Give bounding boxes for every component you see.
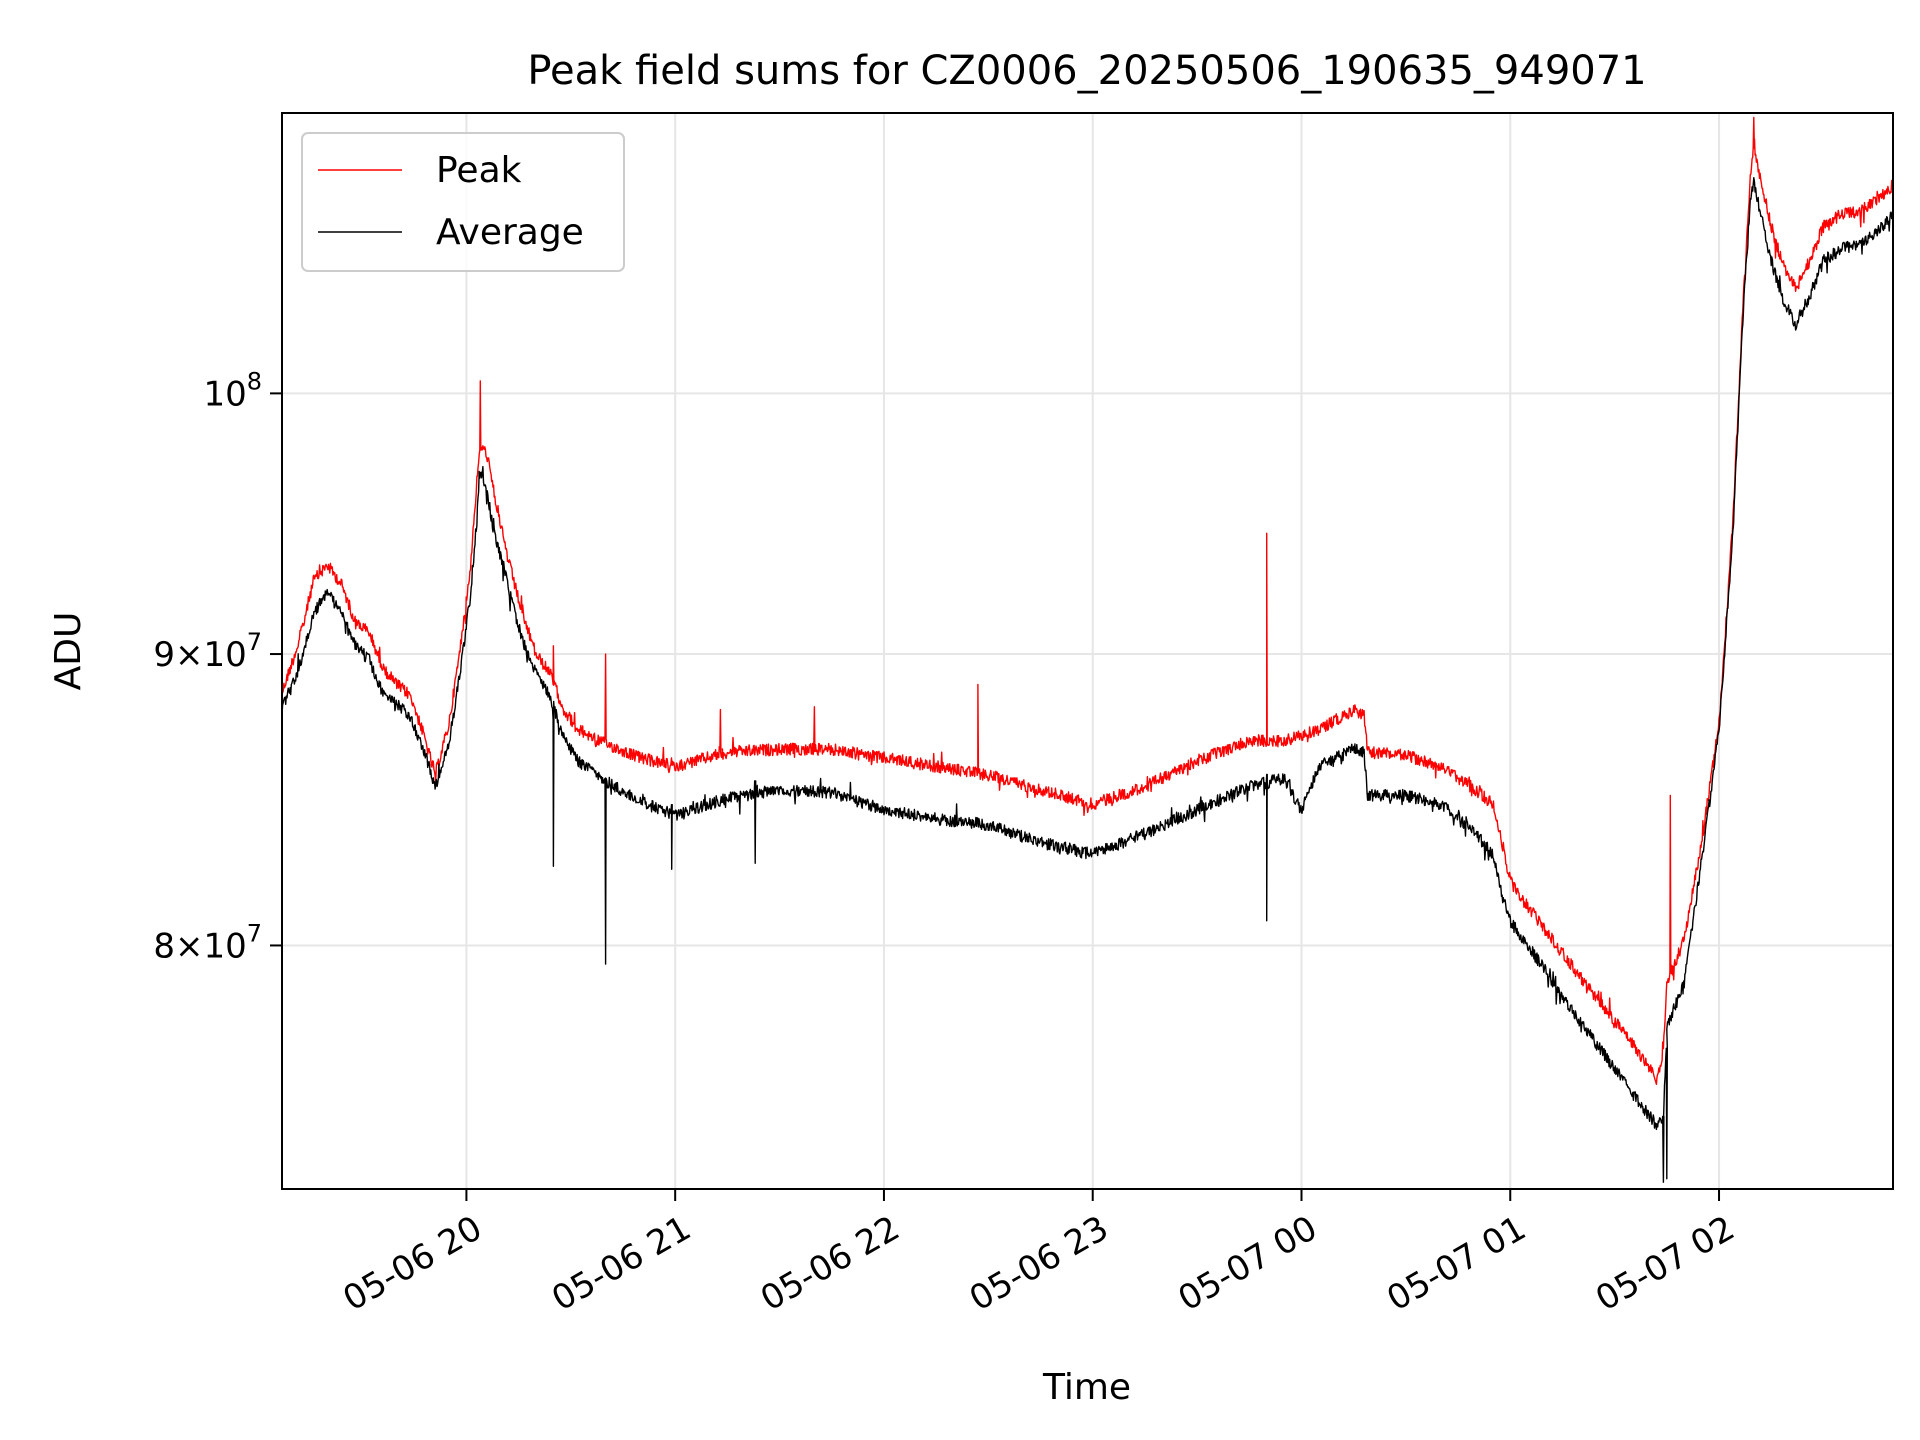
x-tick-label: 05-06 20 <box>337 1208 489 1319</box>
series-layer <box>282 116 1893 1183</box>
legend-label-peak: Peak <box>436 150 522 191</box>
x-axis: 05-06 20 05-06 21 05-06 22 05-06 23 05-07 00… <box>337 1189 1742 1319</box>
grid <box>282 113 1893 1189</box>
x-tick-label: 05-06 21 <box>545 1208 697 1319</box>
x-tick-label: 05-07 00 <box>1172 1208 1324 1319</box>
legend: Peak Average <box>301 132 625 272</box>
x-tick-label: 05-07 02 <box>1589 1208 1741 1319</box>
legend-label-average: Average <box>436 212 584 253</box>
y-axis: 8×107 9×107 108 <box>153 367 282 966</box>
x-tick-label: 05-06 23 <box>963 1208 1115 1319</box>
plot-frame <box>281 112 1894 1190</box>
y-tick-label: 8×107 <box>153 919 262 966</box>
y-axis-label: ADU <box>48 612 89 691</box>
series-line-peak <box>282 116 1893 1085</box>
y-tick-label: 9×107 <box>153 628 262 675</box>
x-tick-label: 05-07 01 <box>1380 1208 1532 1319</box>
legend-box <box>301 132 625 272</box>
x-tick-label: 05-06 22 <box>754 1208 906 1319</box>
chart-title: Peak field sums for CZ0006_20250506_1906… <box>527 48 1646 94</box>
x-axis-label: Time <box>1042 1367 1131 1408</box>
y-tick-label: 108 <box>203 367 262 414</box>
series-line-average <box>282 177 1893 1183</box>
